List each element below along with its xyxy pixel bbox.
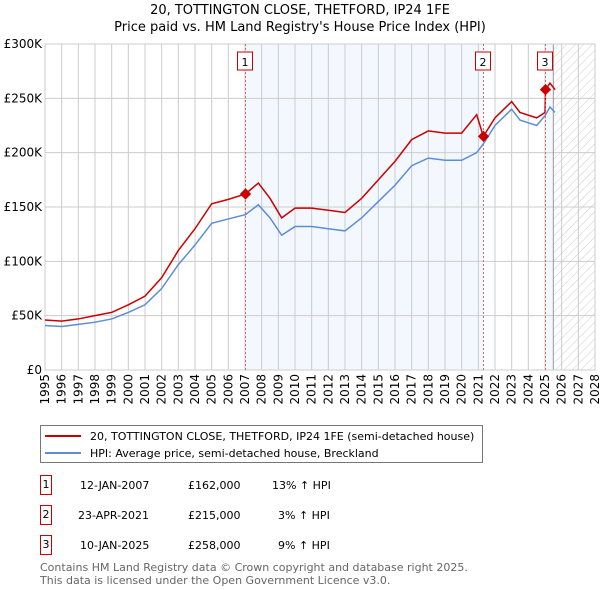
- x-tick-label: 2019: [438, 374, 452, 405]
- x-tick-label: 2017: [405, 374, 419, 405]
- x-tick-label: 2013: [338, 374, 352, 405]
- legend: 20, TOTTINGTON CLOSE, THETFORD, IP24 1FE…: [40, 425, 484, 463]
- sale-price: £162,000: [188, 479, 241, 492]
- x-tick-label: 2004: [188, 374, 202, 405]
- property-price-line: [44, 81, 556, 322]
- y-tick-label: £150K: [4, 200, 44, 214]
- x-tick-label: 2002: [155, 374, 169, 405]
- sale-point: [239, 188, 252, 200]
- x-tick-label: 2016: [388, 374, 402, 405]
- x-tick-label: 2015: [371, 374, 385, 405]
- legend-label: HPI: Average price, semi-detached house,…: [90, 446, 379, 460]
- sale-hpi: 9% ↑ HPI: [278, 539, 330, 552]
- sale-label: 3: [542, 56, 549, 69]
- x-tick-label: 1999: [105, 374, 119, 405]
- sale-label-box: [537, 51, 553, 71]
- x-tick-label: 2022: [488, 374, 502, 405]
- x-tick-label: 2020: [455, 374, 469, 405]
- x-tick-label: 2011: [305, 374, 319, 405]
- x-tick-label: 2003: [171, 374, 185, 405]
- x-tick-label: 2023: [505, 374, 519, 405]
- plot-border: [44, 43, 596, 371]
- sale-label: 2: [480, 56, 487, 69]
- x-tick-label: 2026: [555, 374, 569, 405]
- x-tick-label: 2018: [421, 374, 435, 405]
- y-tick-label: £200K: [4, 146, 44, 160]
- sale-point: [477, 130, 490, 143]
- x-tick-label: 2005: [205, 374, 219, 405]
- sale-label-box: [475, 51, 491, 71]
- x-tick-label: 2010: [288, 374, 302, 405]
- sale-date: 23-APR-2021: [78, 509, 150, 522]
- x-tick-label: 2000: [121, 374, 135, 405]
- y-tick-label: £100K: [4, 254, 44, 268]
- legend-label: 20, TOTTINGTON CLOSE, THETFORD, IP24 1FE…: [90, 429, 475, 443]
- sale-row: 1 12-JAN-2007 £162,000 13% ↑ HPI: [40, 475, 440, 495]
- sale-label-box: [237, 51, 253, 71]
- legend-item-property: 20, TOTTINGTON CLOSE, THETFORD, IP24 1FE…: [41, 428, 474, 444]
- y-tick-label: £50K: [11, 309, 43, 323]
- sale-label: 1: [242, 56, 249, 69]
- y-tick-label: £300K: [4, 37, 44, 51]
- sale-price: £258,000: [188, 539, 241, 552]
- x-tick-label: 2028: [588, 374, 600, 405]
- licence-text: This data is licensed under the Open Gov…: [40, 574, 391, 587]
- sale-badge: 1: [40, 475, 52, 495]
- x-tick-label: 2012: [321, 374, 335, 405]
- chart-title: 20, TOTTINGTON CLOSE, THETFORD, IP24 1FE: [150, 3, 450, 18]
- hpi-line: [44, 105, 556, 328]
- copyright-text: Contains HM Land Registry data © Crown c…: [40, 561, 468, 574]
- x-tick-label: 2001: [138, 374, 152, 405]
- sale-badge: 3: [40, 535, 52, 555]
- x-tick-label: 2025: [538, 374, 552, 405]
- x-tick-label: 2027: [571, 374, 585, 405]
- legend-swatch: [45, 435, 81, 437]
- legend-item-hpi: HPI: Average price, semi-detached house,…: [41, 445, 474, 461]
- legend-swatch: [45, 452, 81, 454]
- x-tick-label: 2009: [271, 374, 285, 405]
- x-tick-label: 1997: [71, 374, 85, 405]
- sale-row: 3 10-JAN-2025 £258,000 9% ↑ HPI: [40, 535, 440, 555]
- x-tick-label: 2021: [471, 374, 485, 405]
- x-tick-label: 2006: [221, 374, 235, 405]
- x-tick-label: 1998: [88, 374, 102, 405]
- sale-hpi: 13% ↑ HPI: [272, 479, 331, 492]
- y-tick-label: £0: [27, 363, 42, 377]
- sale-hpi: 3% ↑ HPI: [278, 509, 330, 522]
- sale-row: 2 23-APR-2021 £215,000 3% ↑ HPI: [40, 505, 440, 525]
- sale-badge: 2: [40, 505, 52, 525]
- sale-date: 12-JAN-2007: [80, 479, 150, 492]
- x-tick-label: 1995: [38, 374, 52, 405]
- x-tick-label: 1996: [55, 374, 69, 405]
- x-tick-label: 2024: [521, 374, 535, 405]
- x-tick-label: 2014: [355, 374, 369, 405]
- chart-subtitle: Price paid vs. HM Land Registry's House …: [114, 20, 486, 35]
- footer: Contains HM Land Registry data © Crown c…: [40, 561, 468, 587]
- sale-price: £215,000: [188, 509, 241, 522]
- y-tick-label: £250K: [4, 91, 44, 105]
- x-tick-label: 2007: [238, 374, 252, 405]
- x-tick-label: 2008: [255, 374, 269, 405]
- sale-date: 10-JAN-2025: [80, 539, 150, 552]
